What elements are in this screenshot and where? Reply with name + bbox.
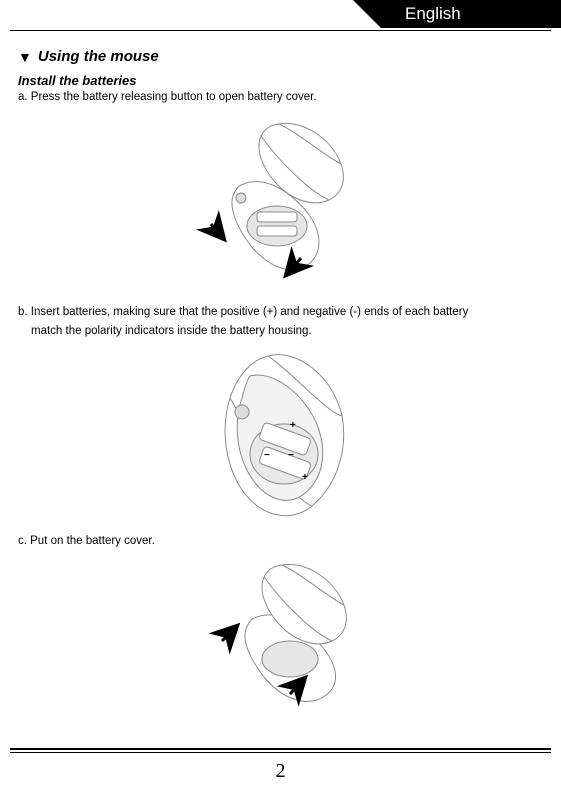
svg-text:−: − <box>264 450 270 461</box>
top-rule <box>10 30 551 31</box>
step-a-text: a. Press the battery releasing button to… <box>18 90 543 106</box>
svg-text:+: + <box>302 472 308 483</box>
language-label: English <box>381 0 561 28</box>
step-b-line2: match the polarity indicators inside the… <box>18 324 543 340</box>
triangle-icon: ▼ <box>18 49 32 65</box>
figure-a <box>18 116 543 291</box>
bottom-rules <box>10 748 551 753</box>
figure-c <box>18 559 543 709</box>
page-content: ▼ Using the mouse Install the batteries … <box>18 48 543 723</box>
section-heading: ▼ Using the mouse <box>18 48 543 65</box>
page-number: 2 <box>0 760 561 783</box>
step-b-line1: b. Insert batteries, making sure that th… <box>18 305 543 321</box>
figure-b: + + − − <box>18 350 543 520</box>
svg-text:−: − <box>288 450 294 461</box>
step-c-text: c. Put on the battery cover. <box>18 534 543 550</box>
section-title: Using the mouse <box>38 48 159 65</box>
subsection-title: Install the batteries <box>18 73 543 88</box>
language-tab: English <box>381 0 561 28</box>
svg-text:+: + <box>290 420 296 431</box>
